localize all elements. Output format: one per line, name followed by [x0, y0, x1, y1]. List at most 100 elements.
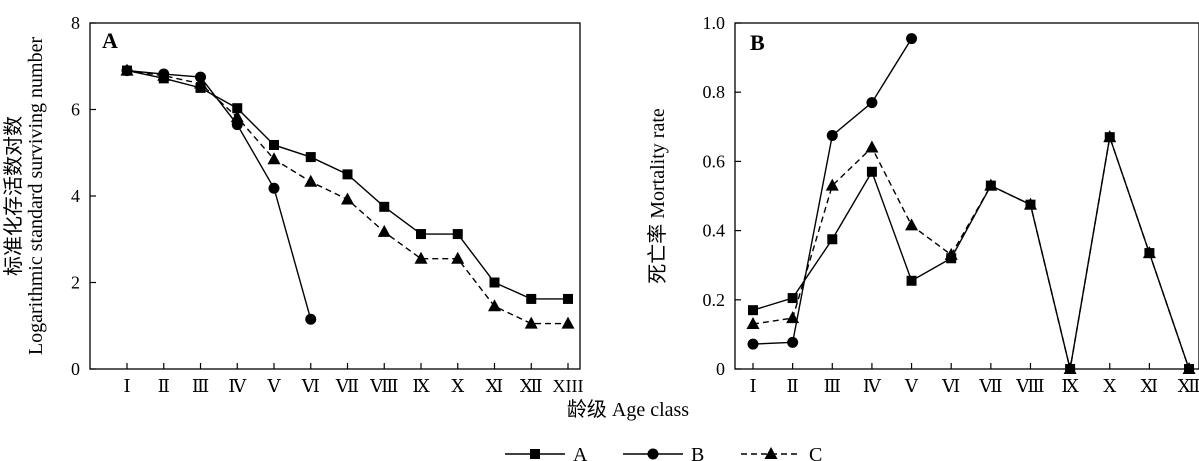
panel-b-xtick-label: Ⅷ	[1015, 376, 1044, 396]
panel-a-series-c-point	[267, 152, 281, 165]
panel-a-series-b-point	[268, 182, 280, 194]
legend-item-b: B	[623, 444, 704, 461]
panel-a-series-c-point	[341, 192, 354, 205]
panel-a-xtick-label: XIII	[553, 376, 584, 396]
panel-a-series-c-point	[414, 251, 428, 264]
panel-a-series-c-point	[488, 299, 501, 312]
panel-a-series-a-point	[452, 229, 463, 240]
panel-a-ylabel-zh: 标准化存活数对数	[2, 116, 25, 276]
panel-a-xtick-label: Ⅺ	[486, 376, 503, 396]
panel-a-series-a-point	[342, 169, 353, 180]
panel-a-series-c-point	[194, 76, 207, 89]
panel-a-ytick-label: 8	[71, 13, 80, 33]
panel-a-series-b-point	[305, 313, 317, 325]
panel-b-series-c-line	[752, 136, 1190, 370]
panel-a-xtick-label: Ⅳ	[228, 376, 247, 396]
panel-b-xtick-label: Ⅵ	[941, 376, 960, 396]
panel-a-ytick-label: 2	[71, 273, 80, 293]
panel-b-series-c-point	[1142, 246, 1156, 259]
shared-xlabel: 龄级 Age class	[567, 398, 689, 421]
panel-b-series-a-line	[752, 136, 1190, 370]
panel-b-series-c-point	[1063, 362, 1077, 374]
panel-b-axes: 0 0.2 0.4 0.6 0.8 1.0 Ⅰ Ⅱ Ⅲ Ⅳ Ⅴ Ⅵ Ⅶ Ⅷ Ⅸ Ⅹ Ⅺ Ⅻ	[703, 13, 1199, 396]
panel-a-series	[120, 63, 575, 329]
panel-b-xtick-label: Ⅲ	[824, 376, 841, 396]
panel-b-ytick-label: 0.4	[703, 221, 726, 241]
panel-a-axes: 0 2 4 6 8 Ⅰ Ⅱ Ⅲ Ⅳ Ⅴ Ⅵ Ⅶ Ⅷ Ⅸ Ⅹ Ⅺ Ⅻ XIII	[71, 13, 583, 396]
panel-b-ylabel: 死亡率 Mortality rate	[646, 108, 669, 284]
panel-a-series-c-point	[230, 110, 244, 123]
panel-a-ylabel-en: Logarithmic standard surviving number	[25, 37, 47, 356]
panel-a-xtick-label: Ⅱ	[158, 376, 170, 396]
legend-marker	[764, 447, 778, 459]
panel-b-series-b-point	[906, 33, 918, 45]
panel-b-xtick-label: Ⅰ	[749, 376, 756, 396]
panel-a-series-a-point	[305, 152, 316, 163]
legend-item-a: A	[505, 444, 588, 461]
panel-a-xtick-label: Ⅲ	[192, 376, 209, 396]
panel-b-series-c-point	[984, 178, 998, 191]
panel-b-series-a	[748, 132, 1195, 374]
panel-b-series-b-point	[866, 97, 878, 109]
panel-a-series-b-line	[126, 69, 312, 320]
panel-b-series	[746, 33, 1196, 374]
panel-a-xtick-label: Ⅹ	[451, 376, 464, 396]
panel-a-series-a	[122, 65, 573, 304]
legend-label: A	[573, 444, 588, 461]
panel-b-ylabel-en: Mortality rate	[647, 108, 669, 219]
panel-b-xtick-label: Ⅱ	[787, 376, 799, 396]
panel-b-letter: B	[750, 30, 765, 55]
panel-b-xtick-label: Ⅹ	[1103, 376, 1116, 396]
panel-a-xtick-label: Ⅷ	[369, 376, 398, 396]
panel-b-ytick-label: 0.6	[703, 151, 726, 171]
panel-b-xtick-label: Ⅻ	[1178, 376, 1199, 396]
panel-a-series-c-point	[304, 174, 318, 187]
panel-a-series-c-point	[561, 316, 575, 329]
panel-b-series-a-point	[866, 166, 877, 177]
panel-b-series-c-point	[865, 140, 879, 153]
panel-a-series-a-point	[489, 277, 500, 288]
panel-b-series-a-point	[906, 275, 917, 286]
panel-a-series-c-point	[120, 63, 134, 76]
legend-label: B	[691, 444, 704, 461]
panel-a: A 标准化存活数对数 Logarithmic standard survivin…	[2, 13, 583, 396]
panel-a-series-c-point	[524, 316, 538, 329]
panel-b-series-c-point	[746, 317, 760, 330]
panel-b-series-c-point	[944, 247, 958, 260]
legend-label: C	[809, 444, 822, 461]
panel-a-series-c	[120, 63, 575, 329]
panel-b-xtick-label: Ⅶ	[978, 376, 1002, 396]
panel-b-xtick-label: Ⅴ	[904, 376, 919, 396]
panel-b-series-c	[746, 130, 1196, 374]
panel-b-ytick-label: 0.8	[703, 82, 726, 102]
panel-b-ytick-label: 0	[716, 359, 725, 379]
panel-a-series-c-point	[157, 68, 171, 81]
panel-a-series-a-point	[232, 103, 243, 114]
panel-b-series-a-point	[787, 293, 798, 304]
panel-b-ytick-label: 0.2	[703, 290, 726, 310]
panel-b-series-b-point	[747, 338, 759, 350]
panel-b-series-c-point	[905, 218, 919, 231]
panel-b-xtick-label: Ⅺ	[1141, 376, 1158, 396]
panel-a-xtick-label: Ⅶ	[335, 376, 359, 396]
panel-b-series-c-point	[1103, 130, 1117, 143]
panel-a-ytick-label: 4	[71, 186, 80, 206]
panel-b-series-c-point	[1182, 362, 1196, 374]
panel-a-series-a-point	[563, 293, 573, 304]
legend-item-c: C	[741, 444, 822, 461]
panel-a-series-a-point	[416, 229, 426, 240]
panel-a-xtick-label: Ⅴ	[267, 376, 282, 396]
panel-a-series-c-point	[451, 251, 465, 264]
panel-a-xtick-label: Ⅰ	[123, 376, 130, 396]
panel-a-series-a-point	[526, 293, 537, 304]
legend-marker	[530, 449, 540, 459]
legend: A B C	[505, 444, 822, 461]
panel-a-xtick-label: Ⅸ	[412, 376, 430, 396]
panel-a-ytick-label: 0	[71, 359, 80, 379]
panel-b-series-b-point	[826, 129, 838, 141]
panel-a-ytick-label: 6	[71, 100, 80, 120]
panel-a-series-a-point	[269, 139, 279, 150]
panel-b-series-c-point	[786, 311, 800, 324]
panel-a-series-c-point	[377, 224, 391, 237]
panel-b-frame	[734, 22, 1199, 370]
